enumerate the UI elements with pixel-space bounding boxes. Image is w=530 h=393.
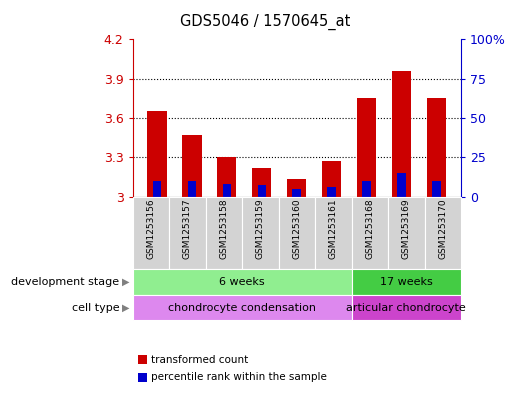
Bar [427,98,446,196]
Text: percentile rank within the sample: percentile rank within the sample [151,372,327,382]
Text: GSM1253156: GSM1253156 [146,199,155,259]
Text: GSM1253161: GSM1253161 [329,199,338,259]
Text: GSM1253158: GSM1253158 [219,199,228,259]
Bar [328,187,336,196]
Bar [223,184,231,196]
Text: ▶: ▶ [122,277,129,287]
Text: 17 weeks: 17 weeks [380,277,432,287]
Bar [287,180,306,196]
Text: cell type: cell type [72,303,119,312]
Bar [322,161,341,196]
Text: GSM1253159: GSM1253159 [256,199,265,259]
Bar [392,71,411,196]
Text: GSM1253168: GSM1253168 [365,199,374,259]
Text: development stage: development stage [11,277,119,287]
Bar [252,168,271,196]
Text: GSM1253170: GSM1253170 [438,199,447,259]
Bar [398,173,406,196]
Text: GSM1253157: GSM1253157 [183,199,192,259]
Bar [153,181,161,196]
Text: GSM1253160: GSM1253160 [293,199,301,259]
Bar [357,98,376,196]
Text: articular chondrocyte: articular chondrocyte [347,303,466,312]
Text: chondrocyte condensation: chondrocyte condensation [168,303,316,312]
Text: GDS5046 / 1570645_at: GDS5046 / 1570645_at [180,13,350,30]
Text: GSM1253169: GSM1253169 [402,199,411,259]
Bar [188,181,196,196]
Bar [147,111,166,196]
Bar [182,135,201,196]
Bar [258,185,266,196]
Text: 6 weeks: 6 weeks [219,277,265,287]
Bar [432,181,441,196]
Text: ▶: ▶ [122,303,129,312]
Bar [363,181,371,196]
Bar [293,189,301,196]
Text: transformed count: transformed count [151,354,248,365]
Bar [217,157,236,196]
